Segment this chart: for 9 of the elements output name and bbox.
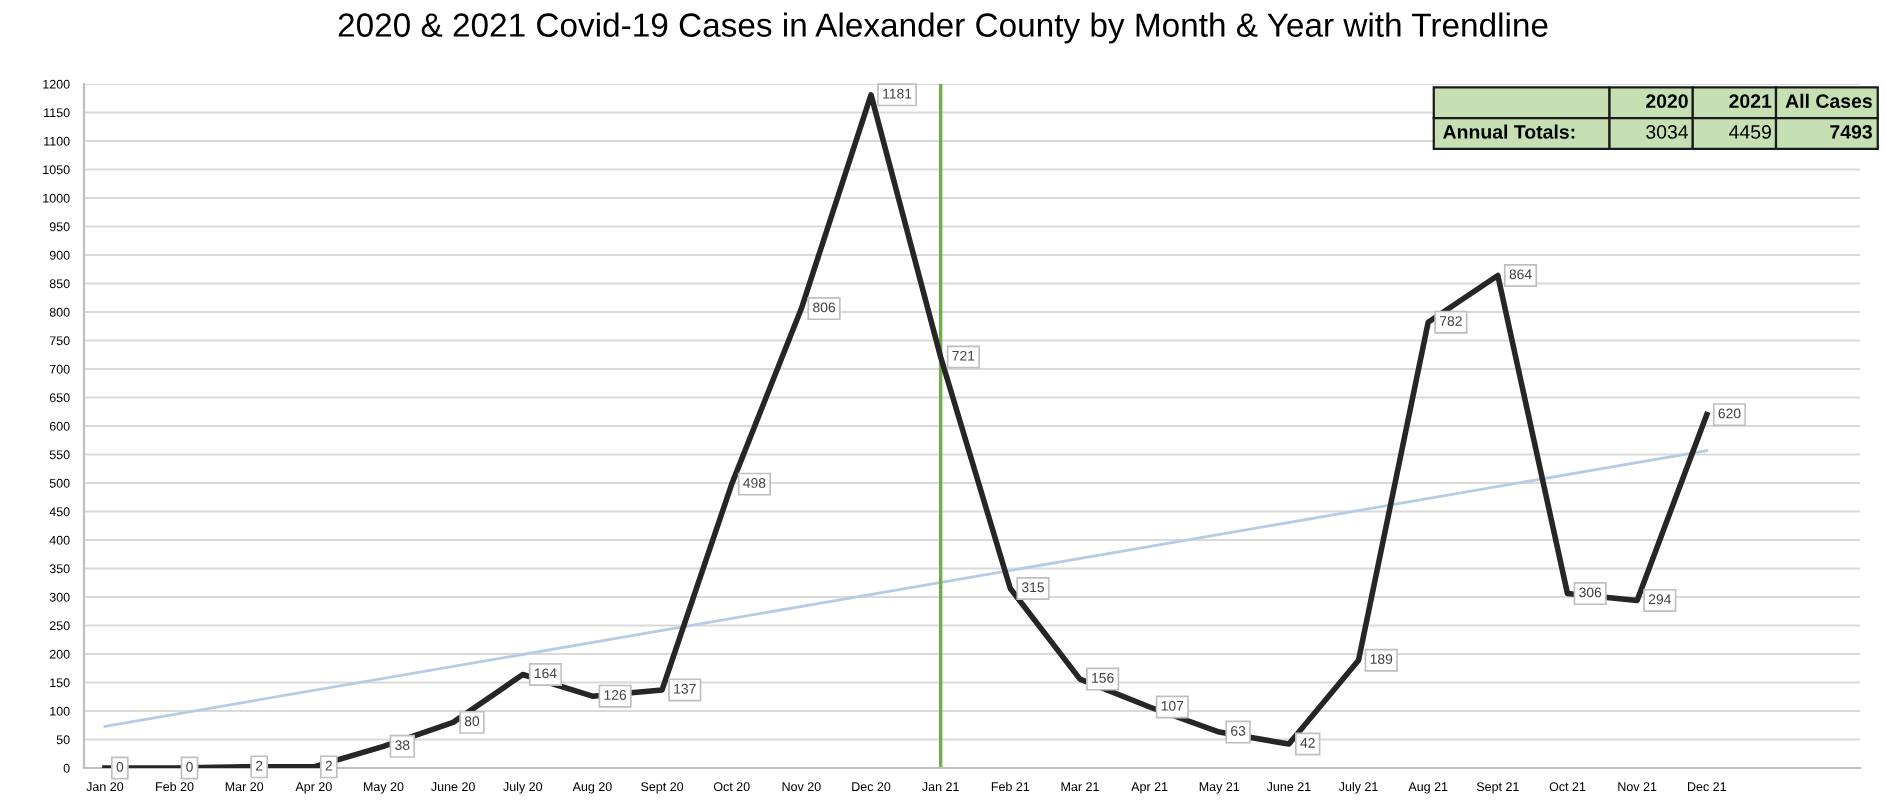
text: 7493: [1830, 125, 1872, 139]
annotation: 2021: [1729, 94, 1772, 109]
text: All Cases: [1785, 93, 1872, 109]
annotation: 4459: [1729, 125, 1771, 139]
annotation: Annual Totals:: [1443, 124, 1575, 139]
line-series: [102, 92, 1710, 768]
annotation: 3034: [1646, 125, 1689, 139]
chart-title: 2020 & 2021 Covid-19 Cases in Alexander County by Month & Year with Trendline: [338, 12, 1548, 44]
annotation: 2020: [1646, 94, 1688, 109]
